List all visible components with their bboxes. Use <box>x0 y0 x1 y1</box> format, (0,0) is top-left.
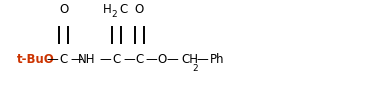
Text: C: C <box>135 53 144 66</box>
Text: 2: 2 <box>111 10 117 19</box>
Text: C: C <box>60 53 68 66</box>
Text: C: C <box>113 53 121 66</box>
Text: NH: NH <box>78 53 95 66</box>
Text: C: C <box>119 3 128 16</box>
Text: —: — <box>123 53 135 66</box>
Text: O: O <box>59 3 69 16</box>
Text: 2: 2 <box>193 64 198 73</box>
Text: —: — <box>166 53 178 66</box>
Text: —: — <box>146 53 157 66</box>
Text: t-BuO: t-BuO <box>16 53 54 66</box>
Text: —: — <box>70 53 82 66</box>
Text: Ph: Ph <box>210 53 225 66</box>
Text: CH: CH <box>181 53 198 66</box>
Text: O: O <box>157 53 167 66</box>
Text: —: — <box>196 53 208 66</box>
Text: —: — <box>99 53 111 66</box>
Text: O: O <box>135 3 144 16</box>
Text: H: H <box>103 3 112 16</box>
Text: —: — <box>46 53 58 66</box>
